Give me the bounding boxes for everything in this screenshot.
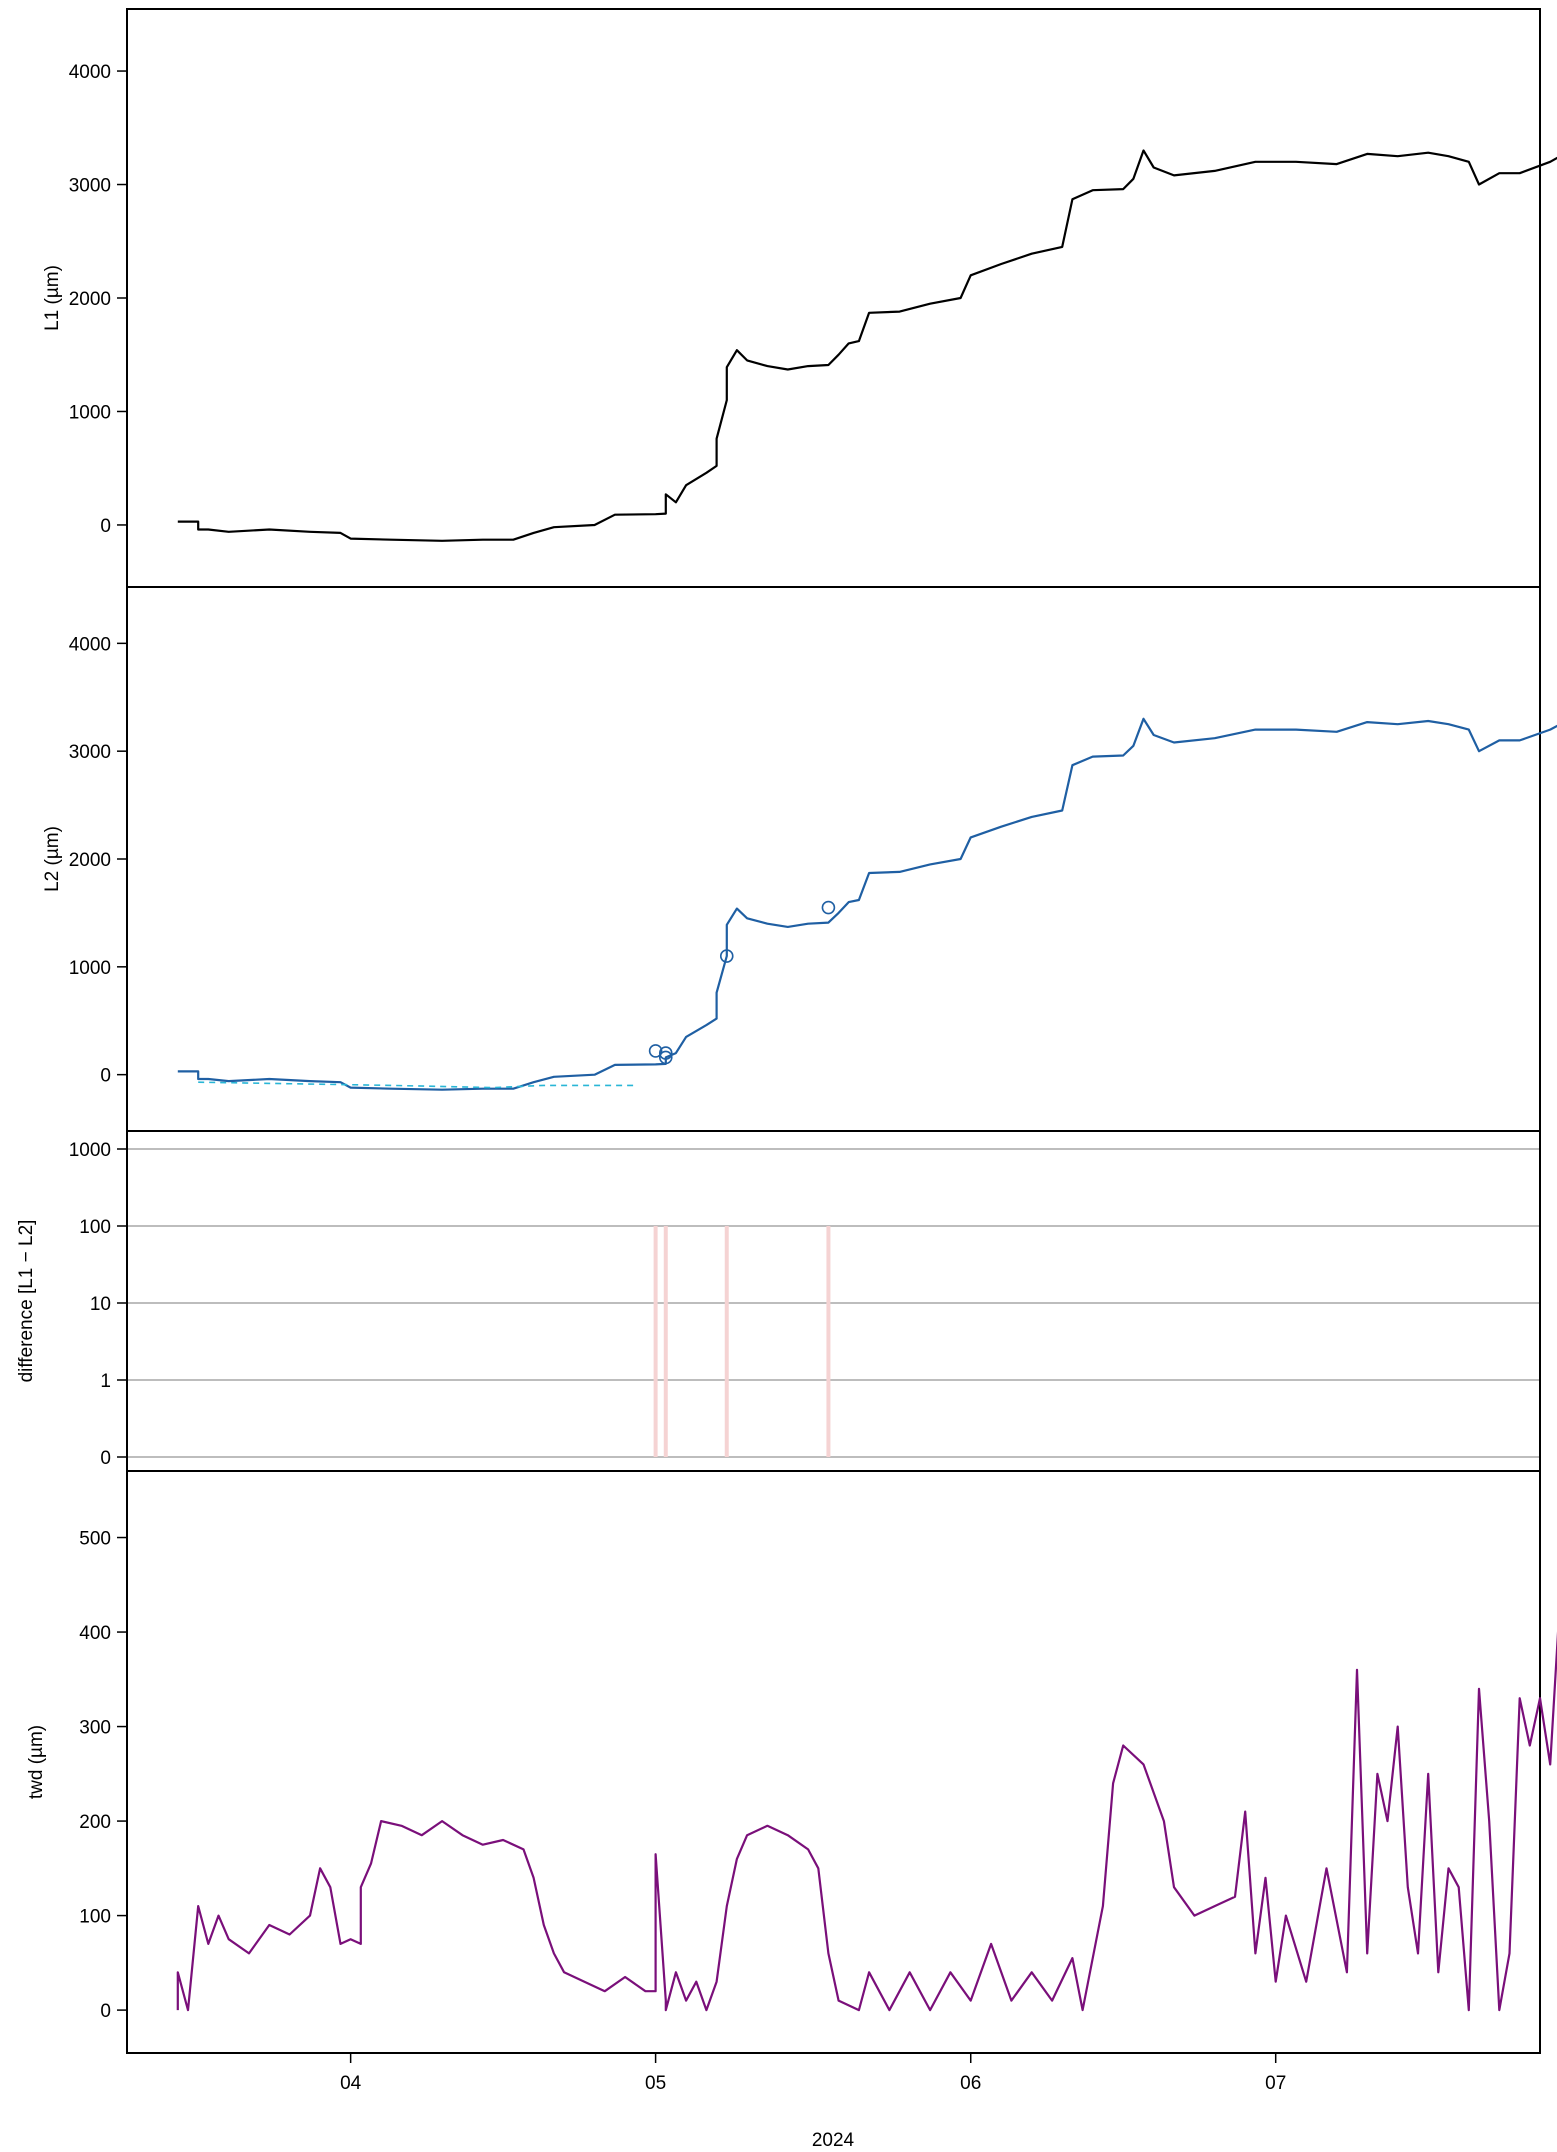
series-line-0 — [176, 1631, 1557, 2012]
x-axis: 04 05 06 07 — [340, 2053, 1286, 2094]
y-tick-label-4: 4000 — [69, 62, 111, 83]
y-tick-label-2: 2000 — [69, 850, 111, 871]
series-line-0 — [177, 149, 1557, 542]
y-tick-label-2: 10 — [90, 1294, 111, 1315]
series-line-1 — [198, 1081, 636, 1089]
panel-l2-frame — [126, 586, 1541, 1132]
y-tick-label-4: 400 — [79, 1623, 111, 1644]
x-tick-label-0: 04 — [340, 2073, 362, 2094]
panel-l2-plot — [177, 717, 1557, 1091]
y-tick-label-1: 1 — [100, 1371, 111, 1392]
panel-difference-yticks: 0 1 10 100 1000 — [69, 1140, 127, 1469]
y-tick-label-3: 3000 — [69, 742, 111, 763]
y-tick-label-1: 1000 — [69, 402, 111, 423]
outlier-marker-1 — [658, 1046, 673, 1060]
y-tick-label-5: 500 — [79, 1529, 111, 1550]
panel-l2-yticks: 0 1000 2000 3000 4000 — [69, 634, 127, 1087]
panel-difference-grid — [127, 1148, 1540, 1458]
panel-difference-frame — [126, 1130, 1541, 1472]
outlier-marker-2 — [658, 1050, 673, 1065]
panel-l1-plot — [177, 149, 1557, 542]
y-tick-label-3: 3000 — [69, 176, 111, 197]
y-tick-label-2: 200 — [79, 1812, 111, 1833]
x-axis-title: 2024 — [812, 2130, 855, 2151]
series-line-0 — [177, 717, 1557, 1091]
x-tick-label-1: 05 — [645, 2073, 666, 2094]
y-tick-label-3: 300 — [79, 1718, 111, 1739]
panel-twd-frame — [126, 1470, 1541, 2054]
panel-l1-frame — [126, 8, 1541, 588]
x-tick-label-3: 07 — [1265, 2073, 1286, 2094]
y-tick-label-2: 2000 — [69, 289, 111, 310]
panel-twd-yticks: 0 100 200 300 400 500 — [79, 1529, 127, 2022]
panel-l1-yticks: 0 1000 2000 3000 4000 — [69, 62, 127, 537]
panel-twd-ylabel: twd (µm) — [26, 1725, 47, 1799]
y-tick-label-0: 0 — [100, 2001, 111, 2022]
panel-difference-ylabel: difference [L1 − L2] — [16, 1220, 37, 1383]
x-tick-label-2: 06 — [960, 2073, 981, 2094]
panel-difference-plot — [653, 1226, 831, 1457]
panel-l2: 0 1000 2000 3000 4000 L2 (µm) — [42, 586, 1557, 1132]
panel-twd-plot — [176, 1631, 1557, 2012]
y-tick-label-4: 1000 — [69, 1140, 111, 1161]
outlier-marker-4 — [821, 900, 836, 915]
y-tick-label-3: 100 — [79, 1217, 111, 1238]
y-tick-label-0: 0 — [100, 1448, 111, 1469]
panel-l2-ylabel: L2 (µm) — [42, 826, 63, 892]
outlier-marker-0 — [648, 1044, 663, 1058]
outlier-marker-3 — [719, 949, 734, 963]
y-tick-label-0: 0 — [100, 1066, 111, 1087]
y-tick-label-1: 1000 — [69, 958, 111, 979]
panel-l1: 0 1000 2000 3000 4000 L1 (µm) — [42, 8, 1557, 588]
y-tick-label-1: 100 — [79, 1907, 111, 1928]
panel-l1-ylabel: L1 (µm) — [42, 265, 63, 331]
panel-difference: 0 1 10 100 1000 difference [L1 − L2] — [16, 1130, 1541, 1472]
panel-twd: 0 100 200 300 400 500 twd (µm) — [26, 1470, 1557, 2054]
y-tick-label-0: 0 — [100, 516, 111, 537]
y-tick-label-4: 4000 — [69, 634, 111, 655]
